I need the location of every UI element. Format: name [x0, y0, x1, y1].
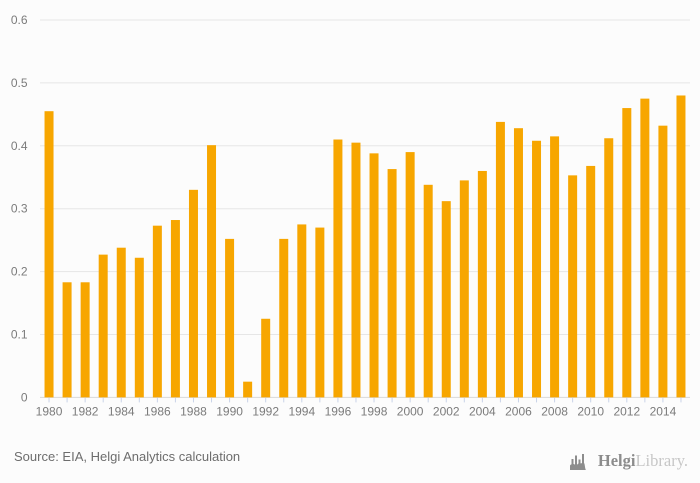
svg-text:0.3: 0.3: [11, 202, 28, 216]
svg-text:2012: 2012: [613, 404, 640, 418]
svg-text:2000: 2000: [397, 404, 424, 418]
svg-text:1994: 1994: [288, 404, 315, 418]
svg-text:1998: 1998: [361, 404, 388, 418]
svg-text:1996: 1996: [325, 404, 352, 418]
svg-text:2010: 2010: [577, 404, 604, 418]
svg-text:0.1: 0.1: [11, 328, 28, 342]
svg-text:0.6: 0.6: [11, 13, 28, 27]
svg-text:1986: 1986: [144, 404, 171, 418]
svg-text:1982: 1982: [72, 404, 99, 418]
svg-text:1988: 1988: [180, 404, 207, 418]
svg-text:0.2: 0.2: [11, 265, 28, 279]
svg-text:1992: 1992: [252, 404, 279, 418]
svg-text:0.4: 0.4: [11, 139, 28, 153]
svg-text:2014: 2014: [650, 404, 677, 418]
svg-text:1984: 1984: [108, 404, 135, 418]
svg-text:2006: 2006: [505, 404, 532, 418]
svg-text:1990: 1990: [216, 404, 243, 418]
svg-text:1980: 1980: [36, 404, 63, 418]
svg-text:0.5: 0.5: [11, 76, 28, 90]
svg-text:0: 0: [21, 390, 28, 404]
svg-text:2008: 2008: [541, 404, 568, 418]
svg-text:2002: 2002: [433, 404, 460, 418]
svg-text:2004: 2004: [469, 404, 496, 418]
